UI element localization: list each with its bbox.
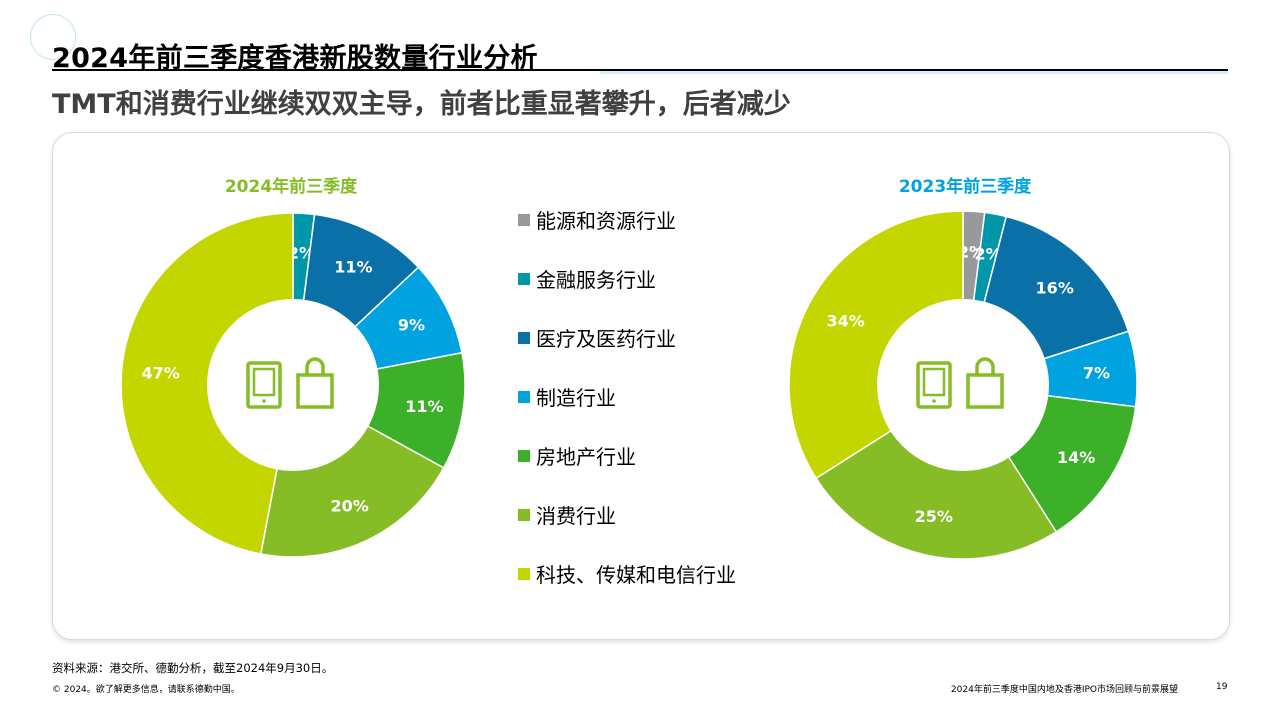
slice-label: 11% bbox=[334, 258, 372, 277]
legend-label: 金融服务行业 bbox=[536, 268, 656, 292]
legend-item: 医疗及医药行业 bbox=[518, 308, 736, 367]
legend-item: 消费行业 bbox=[518, 485, 736, 544]
chart-title-2023: 2023年前三季度 bbox=[898, 177, 1032, 197]
page-title: 2024年前三季度香港新股数量行业分析 bbox=[52, 43, 538, 74]
legend-item: 房地产行业 bbox=[518, 426, 736, 485]
slice-label: 47% bbox=[141, 364, 179, 383]
title-divider-accent bbox=[600, 71, 1228, 74]
legend-item: 能源和资源行业 bbox=[518, 190, 736, 249]
donut-hole bbox=[877, 299, 1049, 471]
slice-label: 7% bbox=[1083, 363, 1110, 382]
legend-label: 房地产行业 bbox=[536, 445, 636, 469]
report-name: 2024年前三季度中国内地及香港IPO市场回顾与前景展望 bbox=[950, 685, 1178, 695]
legend-label: 消费行业 bbox=[536, 504, 616, 528]
slice-label: 2% bbox=[958, 242, 985, 261]
legend-label: 科技、传媒和电信行业 bbox=[536, 563, 736, 587]
decorative-circle bbox=[30, 14, 76, 60]
legend-swatch bbox=[518, 213, 530, 226]
tablet-icon bbox=[916, 361, 952, 409]
slice-label: 34% bbox=[826, 311, 864, 330]
legend-label: 能源和资源行业 bbox=[536, 209, 676, 233]
legend-swatch bbox=[518, 449, 530, 462]
donut-hole bbox=[207, 299, 379, 471]
slice-label: 11% bbox=[405, 397, 443, 416]
page-number: 19 bbox=[1216, 682, 1228, 692]
slice-label: 16% bbox=[1036, 278, 1074, 297]
legend-label: 制造行业 bbox=[536, 386, 616, 410]
legend-item: 金融服务行业 bbox=[518, 249, 736, 308]
slice-label: 20% bbox=[330, 496, 368, 515]
legend-swatch bbox=[518, 331, 530, 344]
shopping-bag-icon bbox=[966, 357, 1004, 409]
legend-swatch bbox=[518, 567, 530, 580]
legend-label: 医疗及医药行业 bbox=[536, 327, 676, 351]
slice-label: 2% bbox=[288, 243, 315, 262]
slice-label: 9% bbox=[398, 316, 425, 335]
title-divider bbox=[52, 69, 1228, 71]
donut-slice bbox=[815, 383, 1058, 560]
slice-label: 25% bbox=[915, 507, 953, 526]
legend-swatch bbox=[518, 272, 530, 285]
legend-item: 科技、传媒和电信行业 bbox=[518, 544, 736, 603]
chart-legend: 能源和资源行业 金融服务行业 医疗及医药行业 制造行业房地产行业消费行业科技、传媒和电… bbox=[518, 190, 736, 603]
tablet-icon bbox=[246, 361, 282, 409]
legend-swatch bbox=[518, 508, 530, 521]
page-subtitle: TMT和消费行业继续双双主导，前者比重显著攀升，后者减少 bbox=[52, 89, 791, 120]
slice-label: 14% bbox=[1057, 448, 1095, 467]
legend-swatch bbox=[518, 390, 530, 403]
donut-slice bbox=[120, 212, 294, 555]
shopping-bag-icon bbox=[296, 357, 334, 409]
legend-item: 制造行业 bbox=[518, 367, 736, 426]
source-note: 资料来源：港交所、德勤分析，截至2024年9月30日。 bbox=[52, 661, 334, 675]
copyright-note: © 2024。欲了解更多信息，请联系德勤中国。 bbox=[52, 685, 240, 695]
chart-title-2024: 2024年前三季度 bbox=[224, 177, 358, 197]
